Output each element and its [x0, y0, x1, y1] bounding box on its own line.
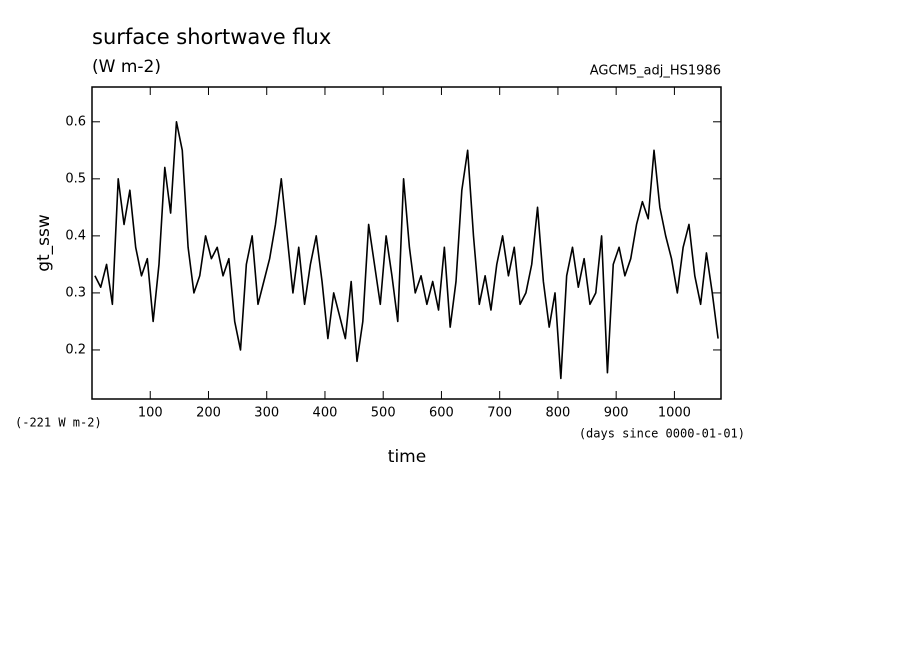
y-tick-label: 0.4: [65, 228, 86, 243]
x-units: (days since 0000-01-01): [579, 427, 745, 441]
x-tick-label: 800: [546, 406, 571, 421]
x-axis-title: time: [388, 447, 426, 467]
y-tick-label: 0.2: [65, 342, 86, 357]
y-tick-label: 0.3: [65, 285, 86, 300]
chart-title: surface shortwave flux: [92, 25, 331, 49]
x-tick-label: 200: [196, 406, 221, 421]
x-tick-label: 700: [487, 406, 512, 421]
plot-frame: [91, 86, 722, 400]
x-tick-label: 900: [604, 406, 629, 421]
y-tick-label: 0.6: [65, 114, 86, 129]
units: (W m-2): [92, 57, 161, 77]
y-tick-label: 0.5: [65, 171, 86, 186]
y-axis-title: gt_ssw: [34, 214, 54, 272]
x-tick-label: 300: [254, 406, 279, 421]
x-tick-label: 100: [138, 406, 163, 421]
offset-label: (-221 W m-2): [15, 416, 102, 430]
experiment-label: AGCM5_adj_HS1986: [590, 64, 721, 79]
x-tick-label: 1000: [658, 406, 691, 421]
x-tick-label: 400: [313, 406, 338, 421]
data-line: [94, 120, 719, 380]
x-tick-label: 500: [371, 406, 396, 421]
x-tick-label: 600: [429, 406, 454, 421]
